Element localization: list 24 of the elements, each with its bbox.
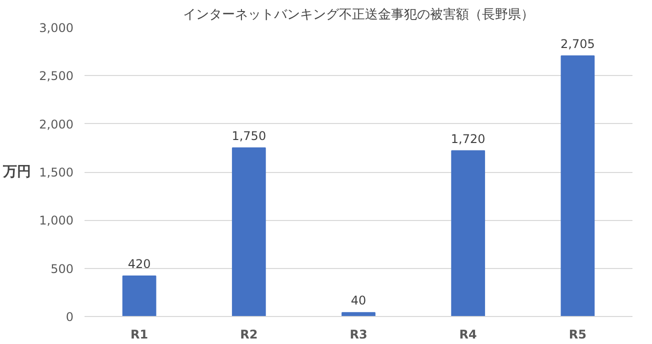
y-tick-label: 3,000 bbox=[39, 21, 74, 35]
chart-title: インターネットバンキング不正送金事犯の被害額（長野県） bbox=[183, 6, 534, 22]
bar bbox=[342, 312, 376, 316]
y-axis-title: 万円 bbox=[2, 164, 32, 180]
x-tick-label: R3 bbox=[350, 328, 368, 342]
bar bbox=[560, 55, 595, 316]
y-tick-label: 2,500 bbox=[39, 69, 74, 84]
data-label: 1,720 bbox=[450, 132, 486, 146]
y-tick-label: 2,000 bbox=[39, 117, 74, 132]
y-tick-label: 1,000 bbox=[39, 214, 74, 228]
data-label: 420 bbox=[128, 257, 151, 272]
data-label: 1,750 bbox=[232, 128, 266, 143]
bar bbox=[232, 147, 266, 316]
x-tick-label: R4 bbox=[459, 328, 477, 342]
data-label: 40 bbox=[350, 294, 366, 308]
y-tick-label: 1,500 bbox=[39, 166, 74, 180]
bar bbox=[122, 276, 156, 316]
data-label: 2,705 bbox=[560, 36, 595, 51]
x-tick-label: R5 bbox=[568, 328, 586, 342]
x-tick-label: R1 bbox=[130, 328, 148, 342]
bar bbox=[451, 150, 486, 316]
y-tick-label: 500 bbox=[50, 262, 74, 276]
y-tick-label: 0 bbox=[66, 310, 74, 324]
x-tick-label: R2 bbox=[240, 328, 258, 342]
